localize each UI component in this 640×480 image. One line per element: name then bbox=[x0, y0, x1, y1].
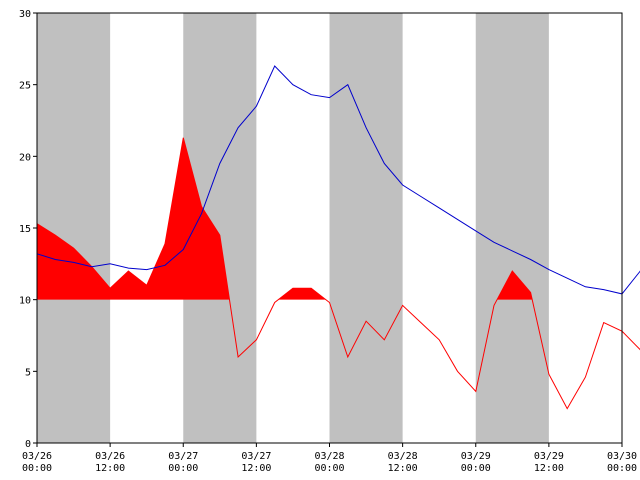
x-tick-time-label: 00:00 bbox=[168, 463, 198, 474]
night-band-0 bbox=[37, 13, 111, 443]
axis-ticks bbox=[33, 12, 623, 447]
y-tick-label: 20 bbox=[19, 152, 31, 163]
y-tick-label: 0 bbox=[25, 439, 31, 450]
y-tick-label: 15 bbox=[19, 224, 31, 235]
axis-labels: 05101520253003/2600:0003/2612:0003/2700:… bbox=[19, 9, 637, 474]
x-tick-date-label: 03/26 bbox=[22, 451, 52, 462]
x-tick-date-label: 03/29 bbox=[461, 451, 491, 462]
y-tick-label: 30 bbox=[19, 9, 31, 20]
night-band-3 bbox=[475, 13, 549, 443]
x-tick-time-label: 00:00 bbox=[22, 463, 52, 474]
x-tick-time-label: 00:00 bbox=[314, 463, 344, 474]
red-fill-region bbox=[278, 288, 326, 300]
red-fill-region bbox=[37, 137, 230, 300]
y-tick-label: 25 bbox=[19, 81, 31, 92]
blue-series-line bbox=[36, 65, 640, 295]
x-tick-time-label: 12:00 bbox=[388, 463, 418, 474]
x-tick-time-label: 12:00 bbox=[534, 463, 564, 474]
red-fill-region bbox=[497, 271, 533, 300]
x-tick-date-label: 03/27 bbox=[241, 451, 271, 462]
x-tick-date-label: 03/26 bbox=[95, 451, 125, 462]
x-tick-date-label: 03/29 bbox=[534, 451, 564, 462]
night-bands bbox=[37, 13, 549, 443]
x-tick-time-label: 12:00 bbox=[241, 463, 271, 474]
red-series-line bbox=[36, 137, 640, 410]
x-tick-date-label: 03/27 bbox=[168, 451, 198, 462]
night-band-2 bbox=[329, 13, 403, 443]
x-tick-time-label: 00:00 bbox=[461, 463, 491, 474]
x-tick-date-label: 03/28 bbox=[388, 451, 418, 462]
x-tick-date-label: 03/28 bbox=[314, 451, 344, 462]
y-tick-label: 5 bbox=[25, 367, 31, 378]
y-tick-label: 10 bbox=[19, 296, 31, 307]
x-tick-time-label: 00:00 bbox=[607, 463, 637, 474]
series-lines bbox=[36, 65, 640, 410]
red-fill-above-baseline bbox=[37, 137, 533, 300]
x-tick-date-label: 03/30 bbox=[607, 451, 637, 462]
x-tick-time-label: 12:00 bbox=[95, 463, 125, 474]
